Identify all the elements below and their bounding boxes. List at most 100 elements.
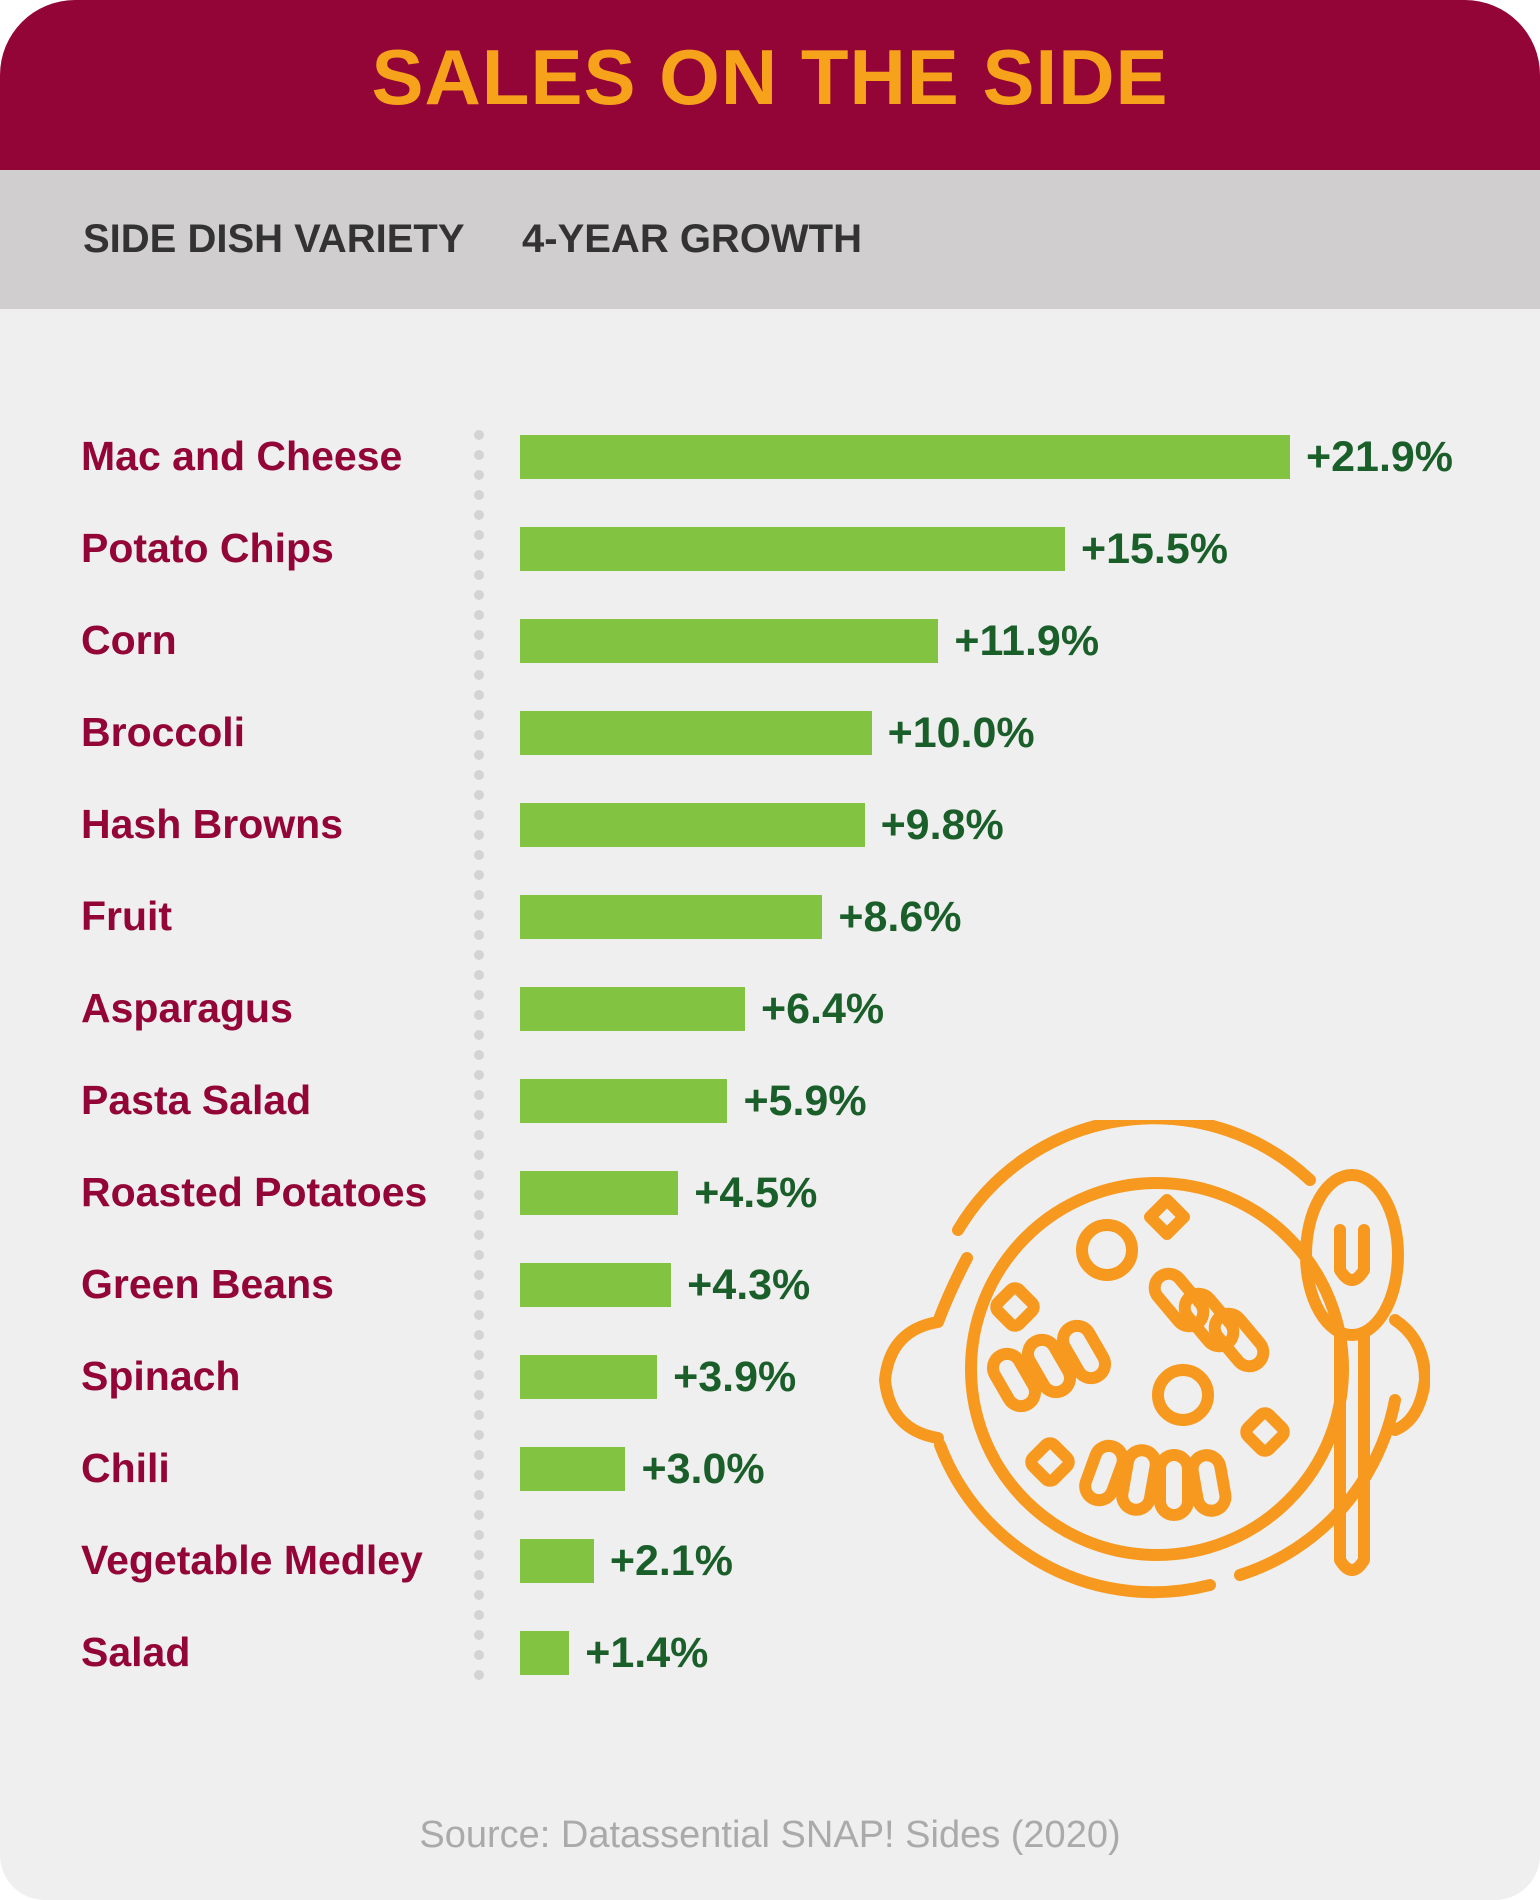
category-label: Roasted Potatoes <box>81 1169 428 1215</box>
axis-divider-dot <box>474 1070 484 1080</box>
axis-divider-dot <box>474 1450 484 1460</box>
axis-divider-dot <box>474 770 484 780</box>
axis-divider-dot <box>474 650 484 660</box>
axis-divider-dot <box>474 1430 484 1440</box>
axis-divider-dot <box>474 530 484 540</box>
axis-divider-dot <box>474 930 484 940</box>
axis-divider-dot <box>474 1530 484 1540</box>
axis-divider-dot <box>474 1310 484 1320</box>
category-label: Corn <box>81 617 177 663</box>
axis-divider-dot <box>474 570 484 580</box>
axis-divider-dot <box>474 970 484 980</box>
bar <box>520 527 1065 571</box>
axis-divider-dot <box>474 1290 484 1300</box>
axis-divider-dot <box>474 1550 484 1560</box>
axis-divider-dot <box>474 1170 484 1180</box>
axis-divider-dot <box>474 710 484 720</box>
category-label: Potato Chips <box>81 525 334 571</box>
axis-divider-dot <box>474 1410 484 1420</box>
value-label: +3.0% <box>641 1445 765 1493</box>
axis-divider-dot <box>474 1250 484 1260</box>
bar <box>520 987 746 1031</box>
column-header-growth: 4-YEAR GROWTH <box>522 217 862 261</box>
column-header-band <box>0 170 1540 309</box>
axis-divider-dot <box>474 510 484 520</box>
bowl-with-spoon-icon <box>879 1120 1430 1599</box>
axis-divider-dot <box>474 1490 484 1500</box>
category-label: Fruit <box>81 893 173 939</box>
category-label: Spinach <box>81 1353 241 1399</box>
header-band: SALES ON THE SIDE <box>0 0 1540 170</box>
axis-divider-dot <box>474 730 484 740</box>
axis-divider-dot <box>474 1510 484 1520</box>
value-label: +3.9% <box>673 1353 797 1401</box>
axis-divider-dot <box>474 870 484 880</box>
axis-divider-dot <box>474 1110 484 1120</box>
value-label: +11.9% <box>954 617 1100 665</box>
category-label: Hash Browns <box>81 801 343 847</box>
value-label: +2.1% <box>609 1537 733 1585</box>
category-label: Vegetable Medley <box>81 1537 423 1583</box>
bar <box>520 711 872 755</box>
axis-divider-dot <box>474 1150 484 1160</box>
axis-divider-dot <box>474 430 484 440</box>
bar <box>520 1539 594 1583</box>
source-note: Source: Datassential SNAP! Sides (2020) <box>419 1814 1121 1856</box>
value-label: +21.9% <box>1306 433 1454 481</box>
value-label: +4.5% <box>694 1169 818 1217</box>
value-label: +5.9% <box>743 1077 867 1125</box>
category-label: Chili <box>81 1445 170 1491</box>
value-label: +8.6% <box>838 893 962 941</box>
axis-divider-dot <box>474 590 484 600</box>
axis-divider-dot <box>474 1670 484 1680</box>
axis-divider-dot <box>474 1390 484 1400</box>
axis-divider-dot <box>474 1210 484 1220</box>
value-label: +10.0% <box>887 709 1035 757</box>
axis-divider-dot <box>474 1130 484 1140</box>
category-label: Broccoli <box>81 709 246 755</box>
axis-divider-dot <box>474 1570 484 1580</box>
value-label: +9.8% <box>880 801 1004 849</box>
axis-divider-dot <box>474 1330 484 1340</box>
bar <box>520 1171 679 1215</box>
axis-divider-dot <box>474 810 484 820</box>
bar <box>520 1263 672 1307</box>
bar <box>520 1079 728 1123</box>
value-label: +1.4% <box>585 1629 709 1677</box>
category-label: Mac and Cheese <box>81 433 403 479</box>
axis-divider-dot <box>474 1030 484 1040</box>
category-label: Asparagus <box>81 985 293 1031</box>
bar <box>520 435 1290 479</box>
axis-divider-dot <box>474 1010 484 1020</box>
axis-divider-dot <box>474 1050 484 1060</box>
column-header-variety: SIDE DISH VARIETY <box>83 217 465 261</box>
axis-divider-dot <box>474 1270 484 1280</box>
axis-divider-dot <box>474 1230 484 1240</box>
axis-divider-dot <box>474 550 484 560</box>
bar <box>520 1447 626 1491</box>
axis-divider-dot <box>474 1350 484 1360</box>
value-label: +15.5% <box>1080 525 1229 573</box>
axis-divider-dot <box>474 690 484 700</box>
value-label: +4.3% <box>687 1261 811 1309</box>
axis-divider-dot <box>474 790 484 800</box>
axis-divider-dot <box>474 750 484 760</box>
axis-divider-dot <box>474 890 484 900</box>
axis-divider-dot <box>474 610 484 620</box>
axis-divider-dot <box>474 1470 484 1480</box>
axis-divider-dot <box>474 1590 484 1600</box>
bar <box>520 619 939 663</box>
axis-divider-dot <box>474 1650 484 1660</box>
axis-divider-dot <box>474 850 484 860</box>
axis-divider-dot <box>474 1610 484 1620</box>
axis-divider-dot <box>474 630 484 640</box>
bar <box>520 1355 658 1399</box>
axis-divider-dot <box>474 670 484 680</box>
axis-divider-dot <box>474 950 484 960</box>
value-label: +6.4% <box>761 985 885 1033</box>
bar <box>520 895 823 939</box>
category-label: Green Beans <box>81 1261 334 1307</box>
bar <box>520 1631 570 1675</box>
axis-divider-dot <box>474 470 484 480</box>
